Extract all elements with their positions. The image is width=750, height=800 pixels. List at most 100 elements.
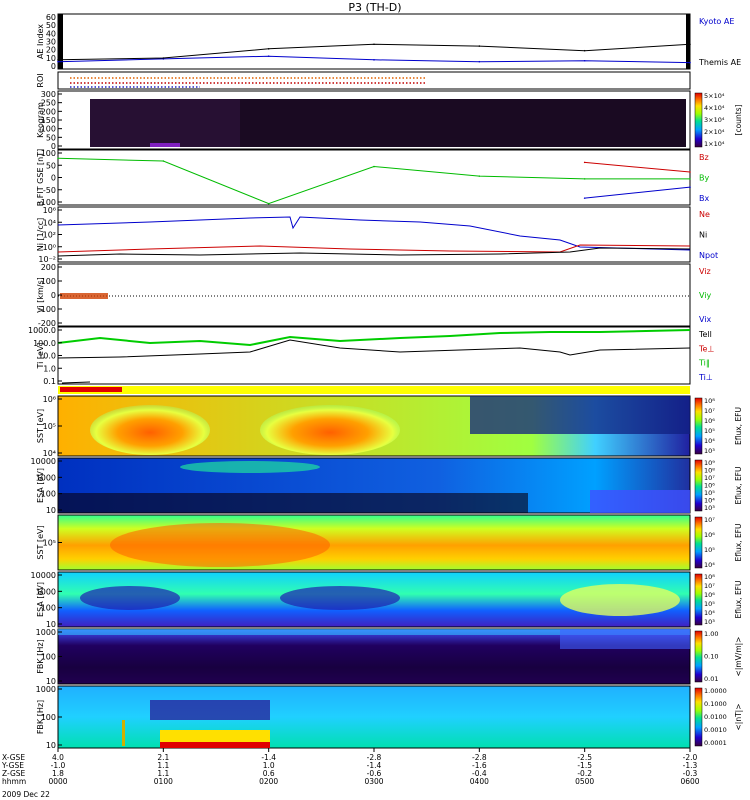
footer-row-label: Y-GSE [1,761,24,770]
esa_i-colorbar-tick: 10⁸ [704,573,715,581]
footer-row-label: X-GSE [2,753,25,762]
esa_i-colorbar-tick: 10⁵ [704,600,715,608]
fbk1-top-band [58,629,690,635]
sst_i-colorbar-label: Eflux, EFU [734,524,743,562]
sst-electron-blocks [470,396,690,434]
density-frame [57,206,691,263]
velocity-ylabel: Vi [km/s] [36,277,45,313]
fbk1-ytick-label: 100 [41,653,56,662]
footer-value: -2.5 [577,753,592,762]
bfield-series-group [57,157,691,205]
esa_i-ytick-label: 100 [41,604,56,613]
sst_i-colorbar-tick: 10⁵ [704,546,715,554]
keogram-ytick-label: 100 [41,125,56,134]
footer-value: -0.2 [577,769,592,778]
ae-ytick-label: 30 [46,38,56,47]
keogram-ytick-label: 250 [41,99,56,108]
sst-ion-panel [57,514,691,571]
sst_i-colorbar-tick: 10⁴ [704,561,715,569]
temp-panel [57,326,691,385]
fbk1-colorbar-tick: 1.00 [704,630,718,638]
temp-ytick-label: 10.0 [38,352,56,361]
bfield-line-2 [584,186,691,199]
fbk2-ytick-label: 10 [46,741,56,750]
ae-legend-0: Kyoto AE [699,17,734,26]
esa-electron-dark-band [58,493,528,513]
esa_i-ytick-label: 1000 [36,587,56,596]
fbk2-colorbar-tick: 0.1000 [704,700,727,708]
bfield-ytick-label: -50 [43,186,56,195]
density-ne-line [57,244,691,253]
temp-ti-line [57,329,691,347]
sst_e-colorbar-tick: 10⁸ [704,397,715,405]
ae-ytick-label: 10 [46,54,56,63]
ae-line-1 [57,43,691,61]
footer-value: -1.5 [577,761,592,770]
footer-value: -1.4 [261,753,276,762]
fbk1-ylabel: FBK [Hz] [36,639,45,673]
fbk1-colorbar-label: <|mV/m|> [734,637,743,677]
figure-title: P3 (TH-D) [348,1,401,14]
keogram-aurora [150,143,180,147]
ae-series-group [57,43,691,64]
keogram-colorbar-tick: 1×10⁴ [704,140,725,148]
fbk1-ytick-label: 1000 [36,628,56,637]
fbk2-colorbar-tick: 0.0001 [704,739,727,747]
density-npot-line [57,247,691,257]
velocity-legend-2: Vix [699,315,712,324]
sst-flag-bar [58,386,690,394]
footer-value: 0200 [259,777,278,786]
sst_e-colorbar-tick: 10⁶ [704,417,715,425]
fbk2-ytick-label: 1000 [36,685,56,694]
density-ytick-label: 10⁴ [43,218,56,227]
sst_i-ytick-label: 10⁵ [43,539,56,548]
fbk2-colorbar-label: <|nT|> [734,704,743,731]
esa_e-ytick-label: 1000 [36,473,56,482]
velocity-ytick-label: 0 [51,291,56,300]
footer-value: 1.1 [157,761,169,770]
keogram-ytick-label: 50 [46,133,56,142]
temp-ytick-label: 0.1 [43,377,56,386]
esa_i-ylabel: ESA [eV] [36,582,45,617]
keogram-colorbar-tick: 2×10⁴ [704,128,725,136]
legends: Kyoto AE Themis AE Bz By Bx Ne Ni Npot Viz Viy Vix… [698,17,741,382]
temp-ytick-label: 100.0 [33,339,56,348]
fbk1-ytick-label: 10 [46,677,56,686]
esa_e-colorbar-tick: 10⁷ [704,474,715,482]
fbk2-spike [122,720,125,746]
ae-ytick-label: 60 [46,13,56,22]
bfield-ylabel: B FIT GSE [nT] [36,149,45,207]
velocity-data-burst [60,293,108,299]
footer-value: -1.3 [683,761,698,770]
temp-legend-2: Ti‖ [698,359,710,368]
esa_e-ylabel: ESA [eV] [36,468,45,503]
footer-value: -0.3 [683,769,698,778]
sst-electron-hot-1 [90,405,210,455]
esa_e-colorbar-tick: 10³ [704,504,715,512]
time-axis-footer: X-GSE 4.0 2.1 -1.4 -2.8 -2.8 -2.5 -2.0Y-GSE -1.0… [1,748,700,799]
footer-value: 0000 [48,777,67,786]
footer-value: 4.0 [52,753,64,762]
sst-flag-red [60,387,122,392]
temp-ytick-label: 1.0 [43,364,56,373]
temp-low-line [61,381,91,384]
bfield-ytick-label: -100 [38,198,56,207]
sst-ion-hot [110,523,330,567]
sst-electron-hot-2 [260,405,400,455]
footer-value: 0600 [680,777,699,786]
footer-value: 0.6 [263,769,275,778]
footer-value: -2.0 [683,753,698,762]
ae-ytick-label: 40 [46,29,56,38]
ae-right-bar [686,14,690,69]
footer-value: -1.6 [472,761,487,770]
footer-value: -0.4 [472,769,487,778]
esa-ion-panel [57,571,691,628]
sst-electron-panel [57,386,691,457]
sst_i-colorbar-tick: 10⁷ [704,516,715,524]
keogram-ytick-label: 300 [41,90,56,99]
velocity-panel [57,263,691,327]
sst_e-colorbar [694,397,703,455]
bfield-ytick-label: 0 [51,174,56,183]
footer-value: 0500 [575,777,594,786]
sst_e-ytick-label: 10⁵ [43,422,56,431]
